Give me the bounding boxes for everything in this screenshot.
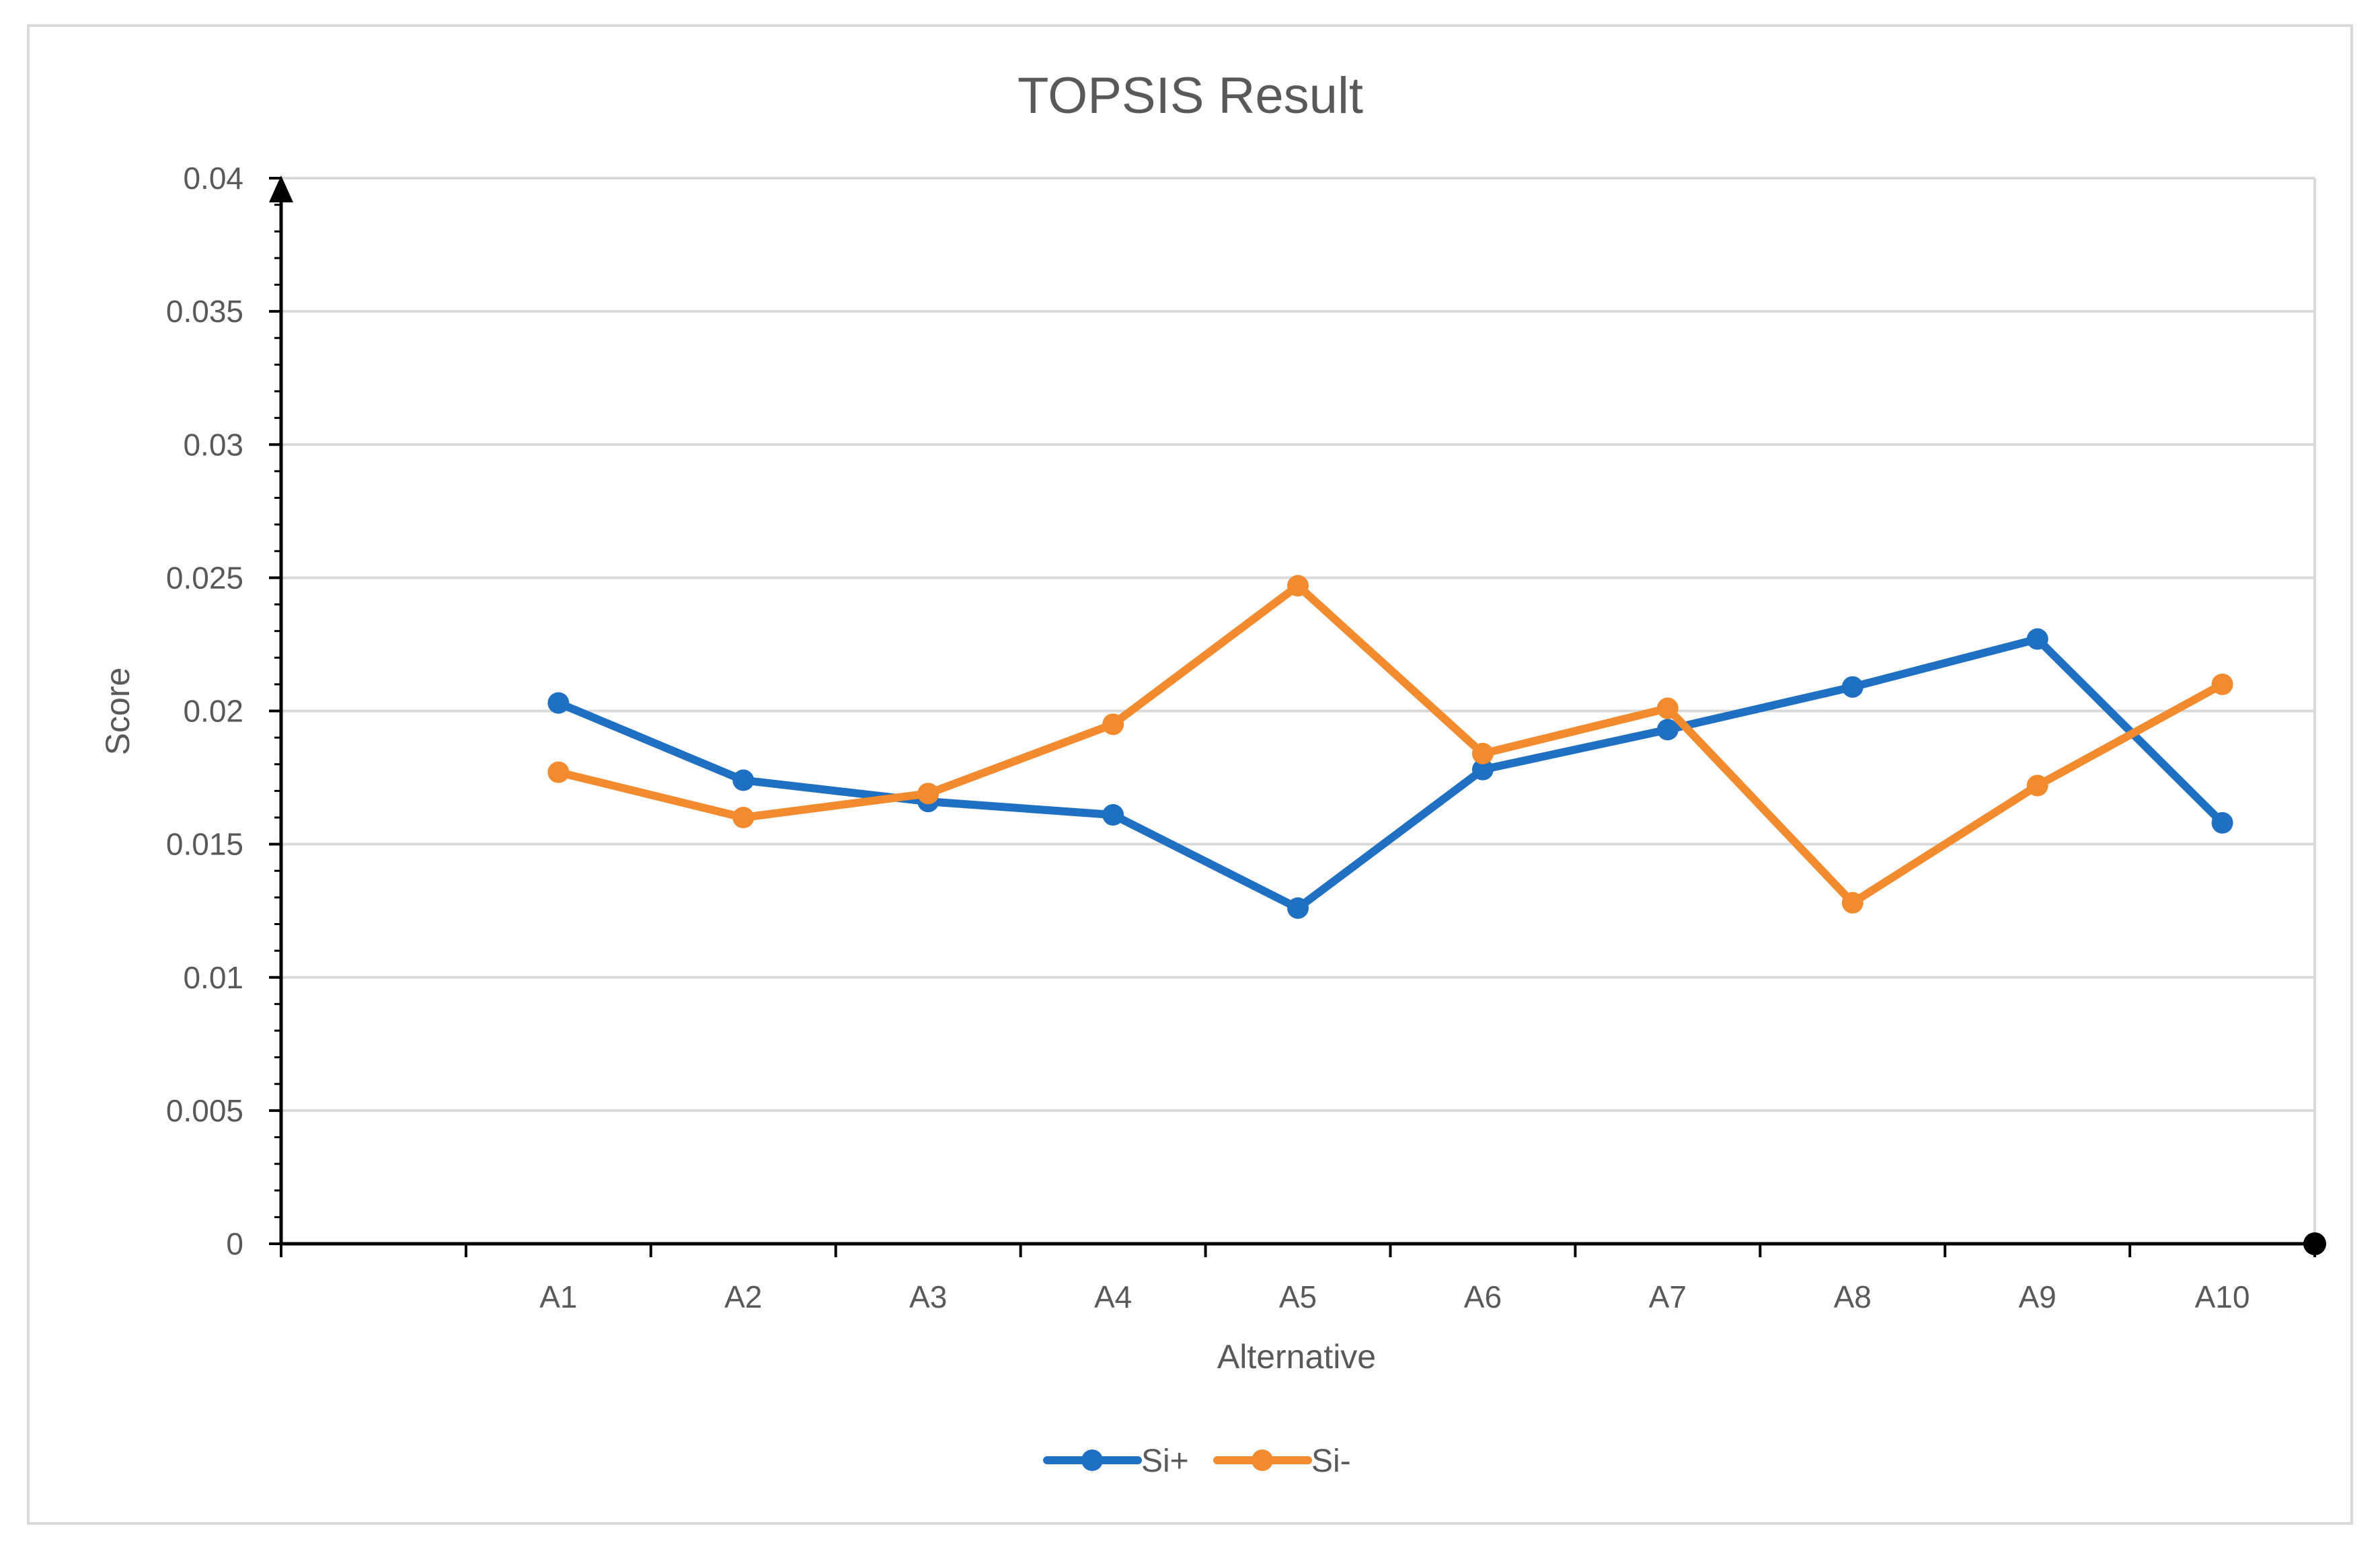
x-tick-label: A10 — [2195, 1279, 2250, 1314]
data-point — [2211, 811, 2233, 834]
data-point — [1102, 713, 1124, 736]
data-point — [2211, 673, 2233, 695]
y-tick-label: 0.015 — [166, 827, 243, 862]
y-tick-label: 0.025 — [166, 560, 243, 595]
y-tick-label: 0.03 — [183, 427, 243, 462]
data-point — [2026, 628, 2048, 650]
data-point — [732, 807, 755, 828]
x-tick-label: A7 — [1649, 1279, 1687, 1314]
data-point — [1102, 804, 1124, 826]
y-tick-label: 0.02 — [183, 694, 243, 729]
series-line — [554, 582, 2227, 907]
axes — [269, 175, 2326, 1257]
legend-label: Si- — [1311, 1443, 1351, 1479]
data-point — [1471, 758, 1494, 781]
data-point — [2026, 774, 2048, 797]
x-axis-ticks: A1 A2 A3 A4 A5 A6 A7 A8 A9 A10 — [539, 1279, 2250, 1314]
series-si-plus — [547, 628, 2233, 919]
series-line — [554, 635, 2227, 912]
data-point — [547, 692, 570, 714]
x-tick-label: A9 — [2019, 1279, 2057, 1314]
series-group — [547, 575, 2233, 919]
data-point — [1287, 897, 1309, 919]
y-axis-ticks: 0 0.005 0.01 0.015 0.02 0.025 0.03 0.035 0.04 — [166, 161, 243, 1261]
x-tick-label: A6 — [1464, 1279, 1502, 1314]
y-tick-label: 0.04 — [183, 161, 243, 196]
x-tick-label: A5 — [1279, 1279, 1317, 1314]
legend-item: Si- — [1213, 1443, 1351, 1479]
y-tick-label: 0.01 — [183, 960, 243, 995]
data-point — [1471, 742, 1494, 764]
x-tick-label: A4 — [1094, 1279, 1132, 1314]
x-axis-title: Alternative — [1217, 1338, 1376, 1376]
data-point — [1287, 575, 1309, 597]
y-tick-label: 0 — [226, 1226, 243, 1261]
x-tick-label: A8 — [1834, 1279, 1872, 1314]
data-point — [917, 783, 939, 805]
legend-swatch-marker — [1081, 1449, 1103, 1471]
legend-item: Si+ — [1043, 1443, 1189, 1479]
data-point — [1656, 697, 1679, 719]
x-tick-label: A2 — [724, 1279, 762, 1314]
data-point — [1841, 676, 1864, 698]
data-point — [1841, 891, 1864, 914]
gridlines — [281, 177, 2316, 1244]
y-axis-title: Score — [99, 668, 137, 756]
chart-frame — [27, 24, 2353, 1525]
y-axis-arrow — [269, 175, 293, 202]
data-point — [547, 761, 570, 783]
chart-title: TOPSIS Result — [1018, 67, 1363, 124]
y-tick-label: 0.005 — [166, 1093, 243, 1128]
data-point — [1656, 719, 1679, 741]
legend-swatch-marker — [1252, 1449, 1273, 1471]
legend: Si+ Si- — [1043, 1443, 1351, 1479]
y-tick-label: 0.035 — [166, 294, 243, 329]
x-tick-label: A3 — [909, 1279, 947, 1314]
data-point — [732, 769, 755, 791]
x-tick-label: A1 — [539, 1279, 577, 1314]
series-si-minus — [547, 575, 2233, 914]
legend-label: Si+ — [1141, 1443, 1189, 1479]
